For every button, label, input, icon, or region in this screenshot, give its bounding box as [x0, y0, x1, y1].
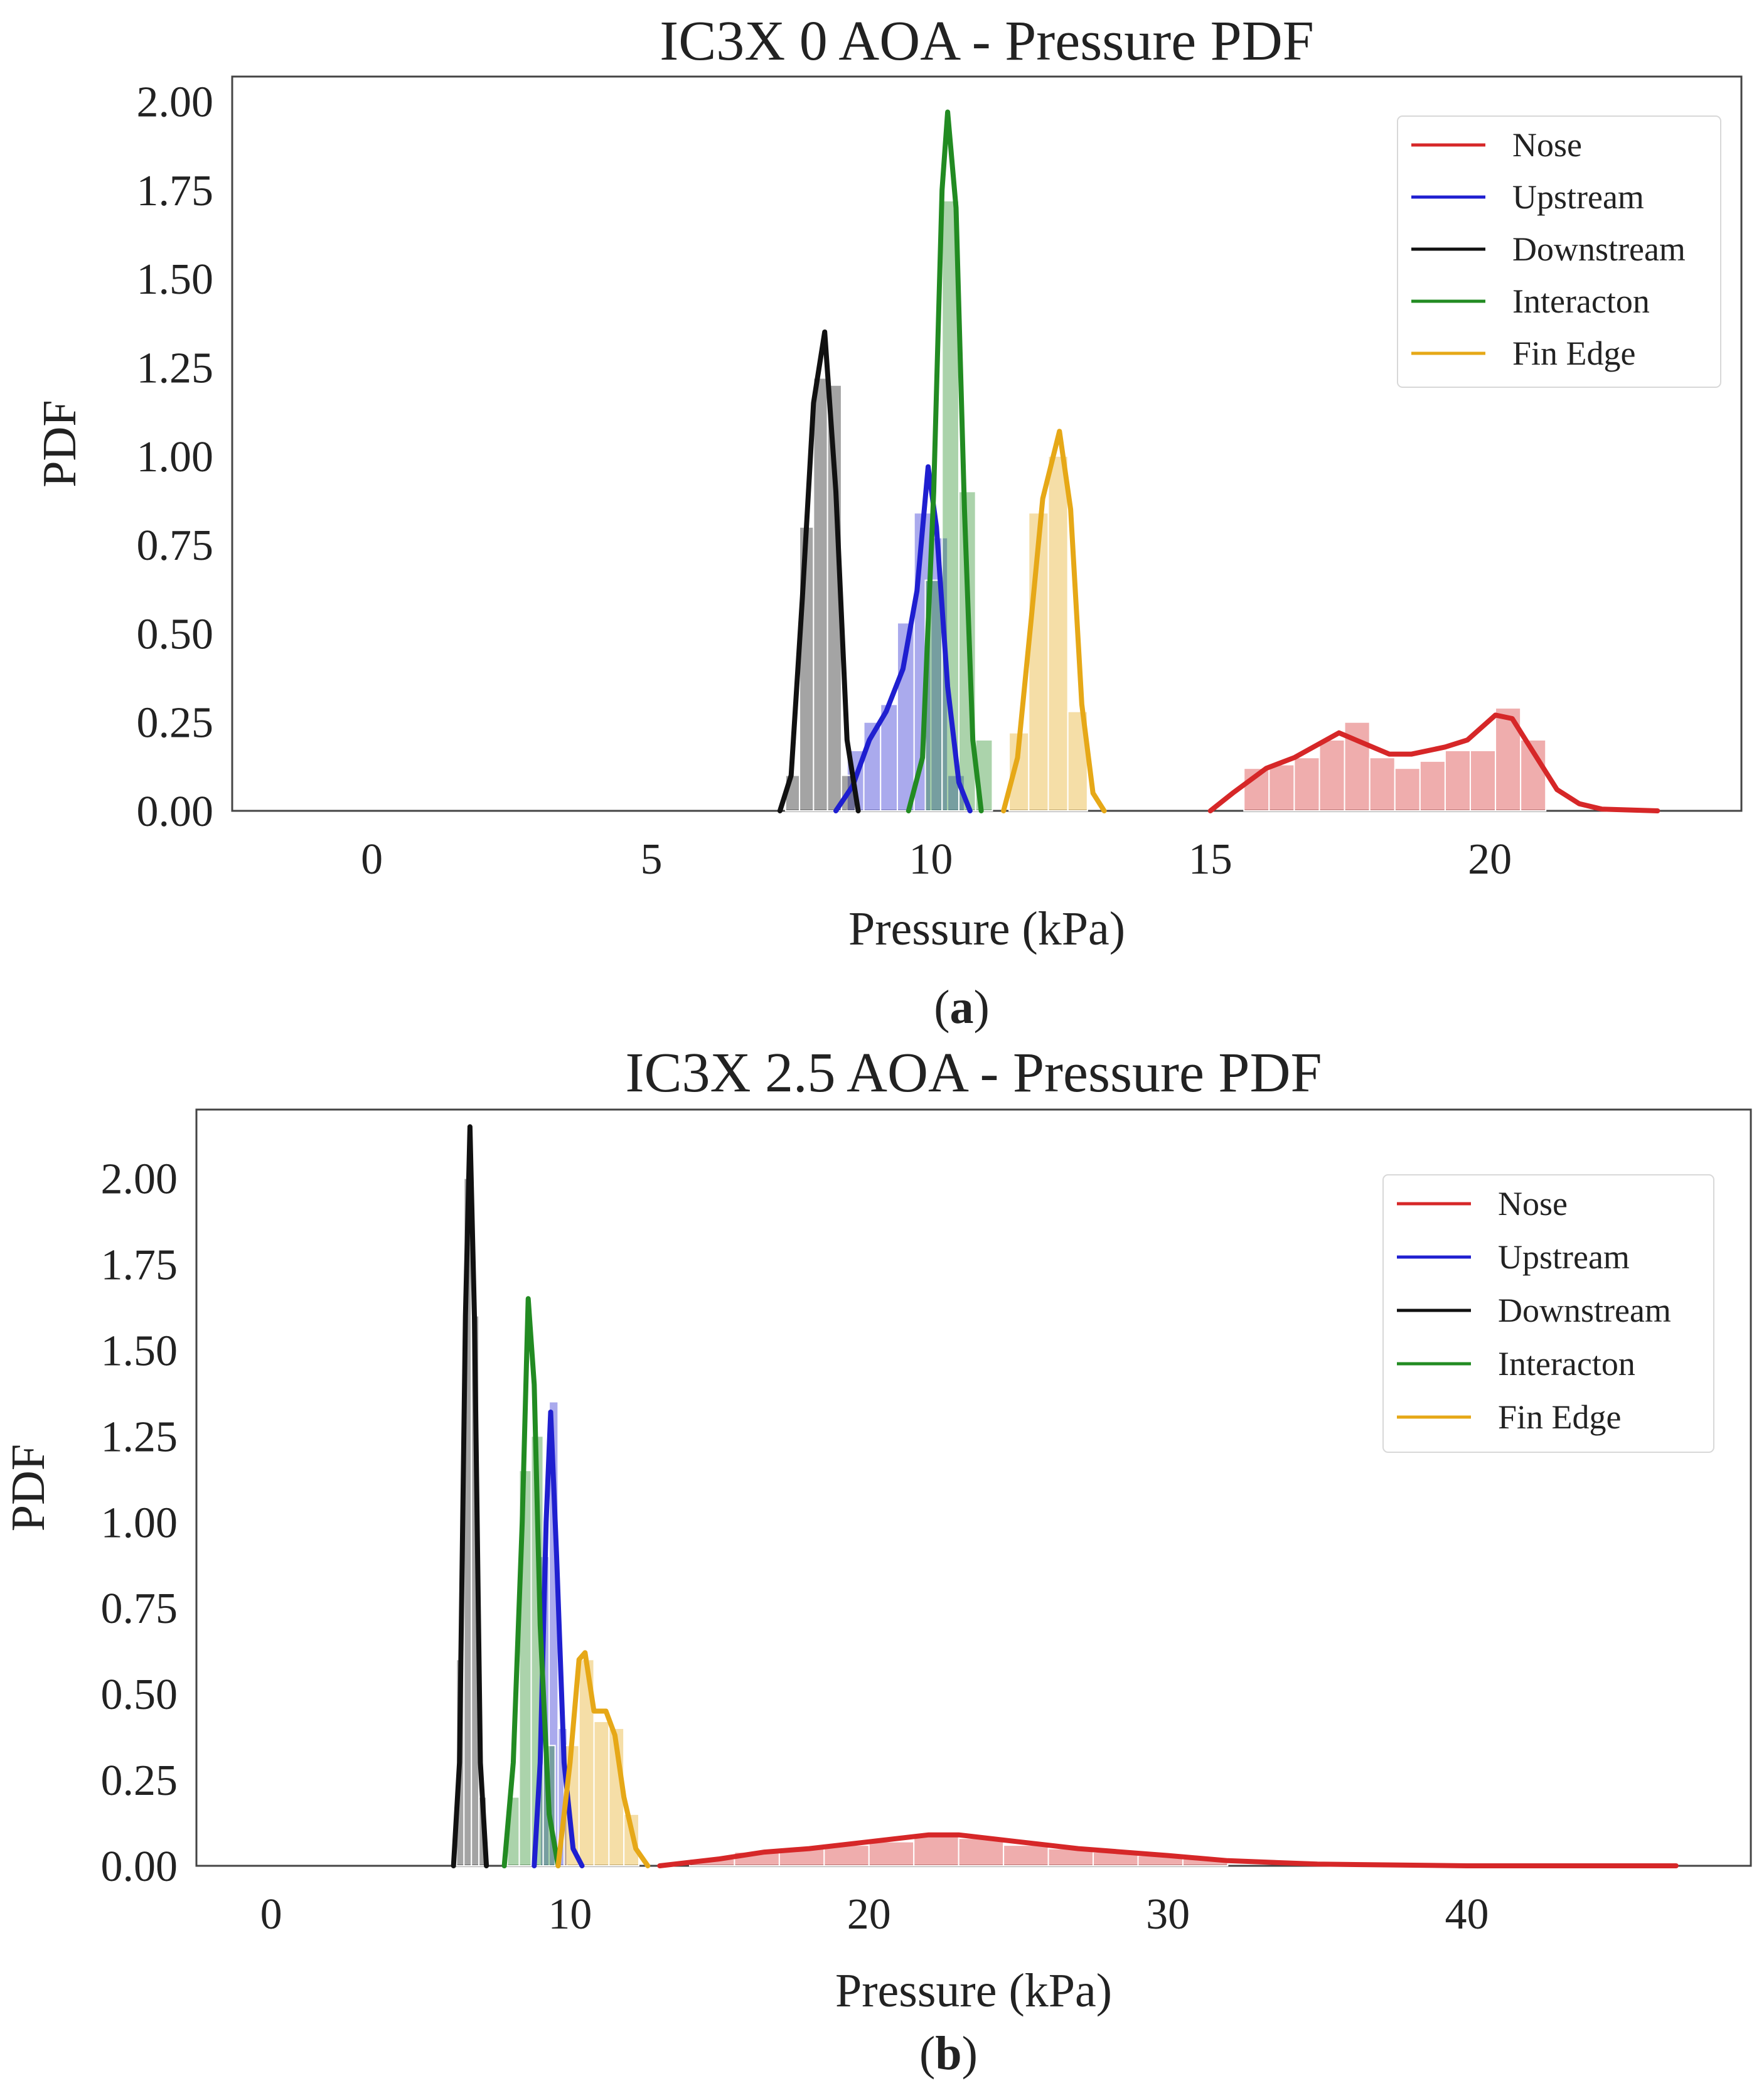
y-tick-label: 0.25	[101, 1757, 178, 1805]
chart-b-svg: 0 10 20 30 40 0.00 0.25 0.50 0.75 1.00 1.25 1.50 1.…	[2, 1046, 1752, 2080]
y-tick-label: 1.75	[137, 167, 214, 215]
y-tick-label: 0.25	[137, 699, 214, 747]
density-curve-fin-edge	[555, 1650, 651, 1868]
legend-label: Downstream	[1498, 1292, 1671, 1329]
y-tick-label: 0.00	[101, 1843, 178, 1891]
panel-label: (a)	[934, 981, 990, 1034]
x-tick-label: 10	[909, 835, 953, 884]
y-ticks: 0.00 0.25 0.50 0.75 1.00 1.25 1.50 1.75 2.00	[101, 1155, 178, 1891]
density-curves	[451, 1124, 1679, 1868]
x-tick-label: 20	[847, 1890, 891, 1939]
histogram-bin-upstream	[896, 622, 915, 811]
x-tick-label: 5	[641, 835, 663, 884]
density-curve-upstream	[532, 1410, 585, 1868]
legend: Nose Upstream Downstream Interacton Fin Edge	[1382, 1174, 1714, 1453]
legend-label: Fin Edge	[1512, 335, 1636, 372]
histogram-bin-nose	[1394, 768, 1421, 812]
histogram-bin-nose	[1293, 757, 1320, 812]
x-tick-label: 40	[1445, 1890, 1489, 1939]
y-tick-label: 0.75	[101, 1585, 178, 1633]
legend-label: Interacton	[1498, 1345, 1635, 1383]
x-ticks: 0 10 20 30 40	[260, 1890, 1489, 1939]
panel-label: (b)	[919, 2027, 978, 2080]
histogram-bin-nose	[1469, 749, 1497, 812]
histogram-bin-nose	[1318, 739, 1345, 812]
legend-label: Downstream	[1512, 230, 1686, 268]
panel-letter: b	[935, 2027, 961, 2080]
x-ticks: 0 5 10 15 20	[361, 835, 1512, 884]
histogram-bin-nose	[1369, 757, 1396, 812]
density-curves	[777, 109, 1660, 813]
y-tick-label: 0.75	[137, 522, 214, 570]
histogram-bin-nose	[868, 1841, 915, 1866]
x-tick-label: 15	[1189, 835, 1232, 884]
y-tick-label: 1.75	[101, 1241, 178, 1289]
y-tick-label: 1.25	[137, 344, 214, 392]
density-curve-downstream	[451, 1124, 489, 1868]
x-axis-label: Pressure (kPa)	[848, 902, 1125, 955]
x-tick-label: 0	[260, 1890, 282, 1939]
x-tick-label: 10	[548, 1890, 592, 1939]
histogram-bin-fin-edge	[1047, 455, 1069, 811]
legend-label: Interacton	[1512, 282, 1650, 320]
y-tick-label: 1.00	[137, 433, 214, 481]
chart-title: IC3X 0 AOA - Pressure PDF	[660, 10, 1314, 72]
density-curve-interacton	[906, 109, 984, 813]
y-axis-label: PDF	[2, 1444, 55, 1531]
histogram-bin-fin-edge	[593, 1720, 610, 1867]
histogram-bin-nose	[1520, 739, 1547, 812]
x-tick-label: 0	[361, 835, 383, 884]
legend-label: Upstream	[1512, 178, 1644, 216]
density-curve-nose	[1207, 712, 1660, 813]
histogram-bin-nose	[1268, 764, 1295, 811]
chart-a-svg: 0 5 10 15 20 0.00 0.25 0.50 0.75 1.00 1.25 1.50 1.7…	[33, 10, 1743, 1034]
y-tick-label: 1.50	[137, 255, 214, 304]
y-tick-label: 1.50	[101, 1327, 178, 1375]
y-ticks: 0.00 0.25 0.50 0.75 1.00 1.25 1.50 1.75 2.00	[137, 78, 214, 836]
density-curve-downstream	[777, 329, 861, 813]
chart-title: IC3X 2.5 AOA - Pressure PDF	[625, 1046, 1322, 1104]
y-axis-label: PDF	[33, 400, 86, 487]
density-curve-fin-edge	[1001, 429, 1107, 813]
histogram-bin-nose	[1003, 1844, 1049, 1866]
y-tick-label: 1.00	[101, 1499, 178, 1547]
y-tick-label: 2.00	[137, 78, 214, 127]
x-tick-label: 20	[1468, 835, 1512, 884]
panel-letter: a	[950, 981, 974, 1034]
density-curve-interacton	[501, 1296, 561, 1868]
histogram-bin-downstream	[813, 377, 828, 811]
y-tick-label: 0.00	[137, 788, 214, 836]
y-tick-label: 0.50	[137, 610, 214, 658]
legend-box	[1397, 115, 1721, 388]
legend-label: Nose	[1498, 1185, 1568, 1223]
legend: Nose Upstream Downstream Interacton Fin Edge	[1397, 115, 1721, 388]
chart-panel-b: 0 10 20 30 40 0.00 0.25 0.50 0.75 1.00 1.25 1.50 1.…	[0, 1046, 1764, 2093]
chart-panel-a: 0 5 10 15 20 0.00 0.25 0.50 0.75 1.00 1.25 1.50 1.7…	[0, 0, 1764, 1046]
histogram-bin-nose	[1419, 760, 1446, 811]
histogram-bin-nose	[913, 1834, 960, 1867]
x-tick-label: 30	[1146, 1890, 1190, 1939]
legend-box	[1382, 1174, 1714, 1453]
histogram-bin-nose	[823, 1844, 870, 1866]
legend-label: Nose	[1512, 126, 1582, 164]
density-curve-upstream	[833, 464, 973, 813]
y-tick-label: 0.50	[101, 1671, 178, 1719]
density-curve-nose	[657, 1832, 1679, 1868]
y-tick-label: 2.00	[101, 1155, 178, 1204]
histogram-bin-nose	[1444, 749, 1471, 812]
histogram-bin-nose	[958, 1838, 1005, 1866]
legend-label: Upstream	[1498, 1238, 1630, 1276]
y-tick-label: 1.25	[101, 1413, 178, 1461]
legend-label: Fin Edge	[1498, 1398, 1622, 1436]
x-axis-label: Pressure (kPa)	[835, 1964, 1112, 2017]
